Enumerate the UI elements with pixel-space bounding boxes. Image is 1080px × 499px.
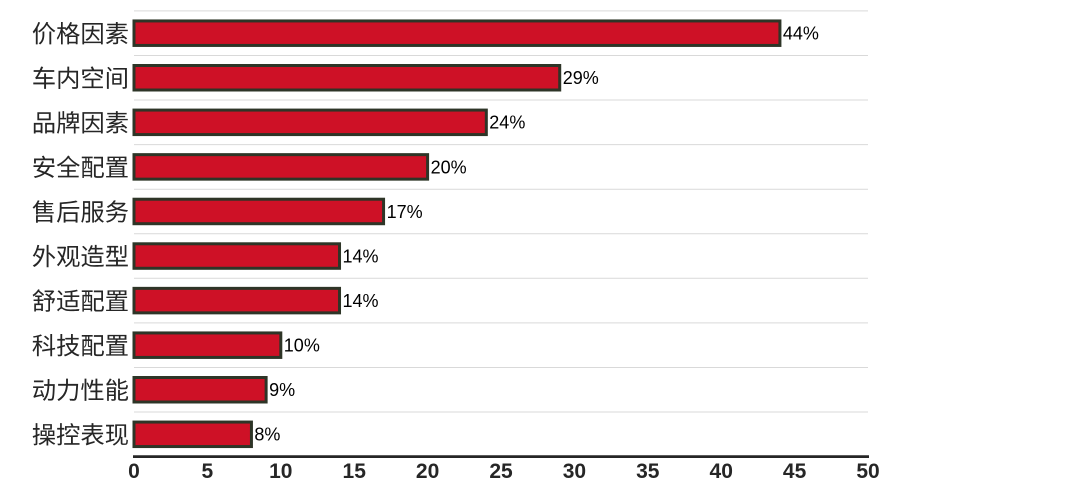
svg-text:15: 15	[343, 460, 367, 483]
svg-text:25: 25	[489, 460, 513, 483]
svg-text:0: 0	[128, 460, 140, 483]
svg-text:8%: 8%	[254, 425, 280, 445]
svg-text:10: 10	[269, 460, 292, 483]
svg-text:29%: 29%	[563, 68, 599, 88]
svg-text:50: 50	[856, 460, 879, 483]
svg-text:14%: 14%	[343, 246, 379, 266]
svg-text:40: 40	[710, 460, 733, 483]
svg-text:24%: 24%	[489, 113, 525, 133]
svg-text:9%: 9%	[269, 380, 295, 400]
svg-text:20: 20	[416, 460, 439, 483]
svg-text:5: 5	[202, 460, 214, 483]
svg-text:44%: 44%	[783, 24, 819, 44]
svg-text:10%: 10%	[284, 336, 320, 356]
svg-text:20%: 20%	[431, 157, 467, 177]
svg-text:17%: 17%	[387, 202, 423, 222]
svg-text:45: 45	[783, 460, 807, 483]
svg-text:30: 30	[563, 460, 586, 483]
svg-text:14%: 14%	[343, 291, 379, 311]
svg-text:35: 35	[636, 460, 660, 483]
